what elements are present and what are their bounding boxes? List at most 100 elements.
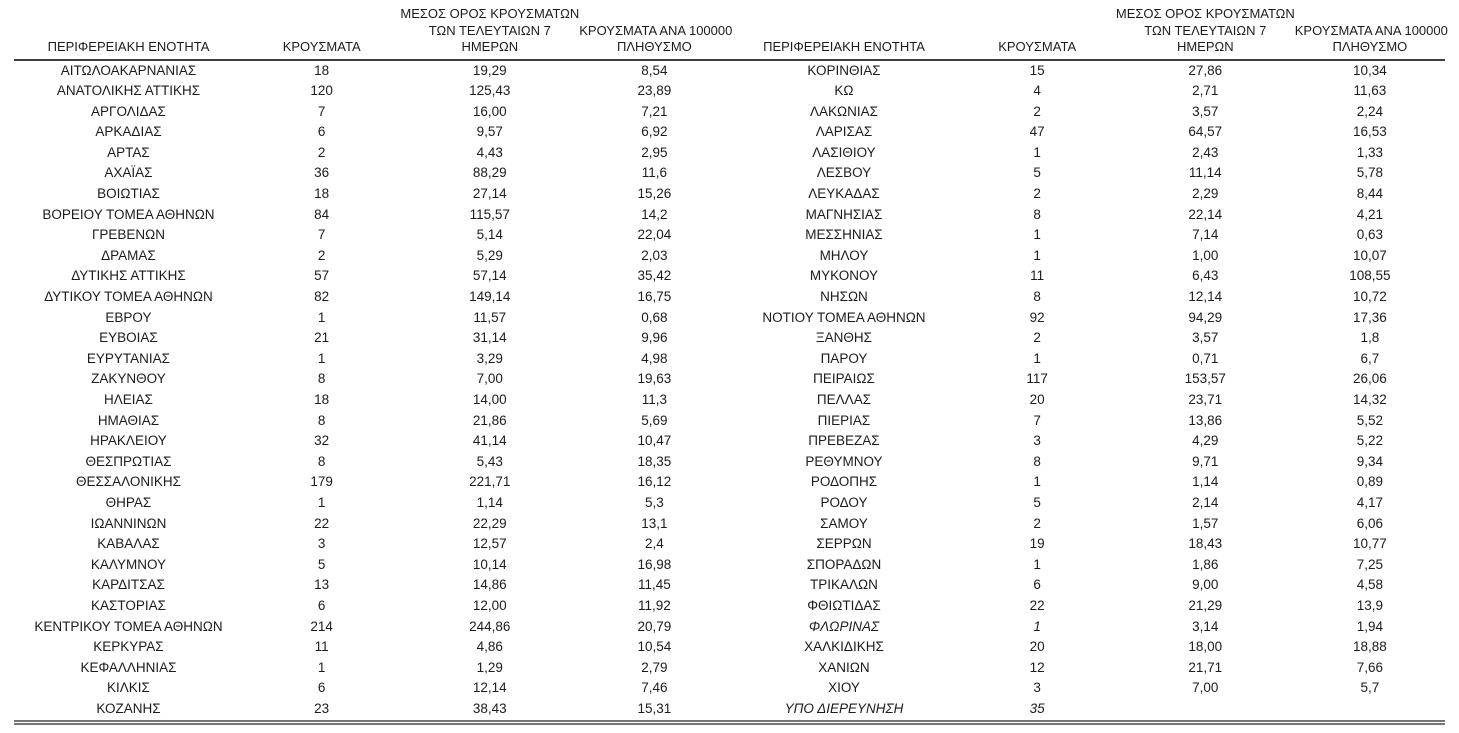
per100k-cell: 16,12 [637,474,672,490]
cases-cell: 35 [958,698,1116,725]
cases-cell: 8 [317,453,326,469]
region-cell: ΑΡΤΑΣ [107,144,150,160]
cases-cell: 3 [1033,680,1041,696]
per100k-cell: 16,98 [637,556,672,572]
table-row: ΝΟΤΙΟΥ ΤΟΜΕΑ ΑΘΗΝΩΝ 92 94,29 17,36 [730,308,1446,329]
column-header-per100k: ΚΡΟΥΣΜΑΤΑ ΑΝΑ 100000 ΠΛΗΘΥΣΜΟ [1294,6,1448,61]
table-row: ΑΡΚΑΔΙΑΣ 6 9,57 6,92 [14,122,730,143]
table-row: ΚΩ 4 2,71 11,63 [730,81,1446,102]
per100k-cell: 13,1 [641,515,668,531]
table-row: ΡΟΔΟΠΗΣ 1 1,14 0,89 [730,472,1446,493]
per100k-cell: 5,3 [644,494,664,510]
table-row: ΛΕΣΒΟΥ 5 11,14 5,78 [730,163,1446,184]
table-row: ΕΒΡΟΥ 1 11,57 0,68 [14,308,730,329]
region-cell: ΚΕΝΤΡΙΚΟΥ ΤΟΜΕΑ ΑΘΗΝΩΝ [34,618,223,634]
cases-cell: 20 [1029,639,1045,655]
table-row: ΖΑΚΥΝΘΟΥ 8 7,00 19,63 [14,369,730,390]
per100k-cell: 5,7 [1360,680,1380,696]
per100k-cell: 4,17 [1356,494,1383,510]
avg7-cell: 244,86 [469,618,511,634]
avg7-cell: 5,14 [476,227,503,243]
region-cell: ΚΙΛΚΙΣ [107,680,150,696]
column-header-per100k: ΚΡΟΥΣΜΑΤΑ ΑΝΑ 100000 ΠΛΗΘΥΣΜΟ [579,6,733,61]
region-cell: ΖΑΚΥΝΘΟΥ [91,371,166,387]
avg7-cell: 149,14 [469,289,511,305]
table-row: ΠΕΙΡΑΙΩΣ 117 153,57 26,06 [730,369,1446,390]
table-row: ΚΕΡΚΥΡΑΣ 11 4,86 10,54 [14,637,730,658]
cases-cell: 20 [1029,392,1045,407]
avg7-cell: 2,71 [1192,83,1219,99]
avg7-cell: 64,57 [1188,124,1223,140]
avg7-cell: 9,00 [1192,577,1219,593]
avg7-cell: 22,29 [472,515,507,531]
avg7-cell: 221,71 [469,474,511,490]
region-cell: ΕΥΒΟΙΑΣ [99,330,158,346]
region-cell: ΗΛΕΙΑΣ [104,392,153,407]
cases-cell: 36 [314,165,330,181]
table-row: ΛΑΡΙΣΑΣ 47 64,57 16,53 [730,122,1446,143]
cases-cell: 6 [317,680,326,696]
avg7-cell: 18,00 [1188,639,1223,655]
region-cell: ΒΟΙΩΤΙΑΣ [97,186,160,202]
table-row: ΣΕΡΡΩΝ 19 18,43 10,77 [730,534,1446,555]
per100k-cell: 10,07 [1352,247,1387,263]
cases-cell: 120 [310,83,333,99]
table-row: ΧΑΛΚΙΔΙΚΗΣ 20 18,00 18,88 [730,637,1446,658]
per100k-cell: 5,78 [1356,165,1383,181]
cases-table-right: ΠΕΡΙΦΕΡΕΙΑΚΗ ΕΝΟΤΗΤΑ ΚΡΟΥΣΜΑΤΑ ΜΕΣΟΣ ΟΡΟ… [729,6,1448,725]
cases-cell: 214 [310,618,333,634]
table-row: ΡΕΘΥΜΝΟΥ 8 9,71 9,34 [730,452,1446,473]
cases-cell: 4 [1033,83,1041,99]
region-cell: ΛΑΡΙΣΑΣ [815,124,873,140]
per100k-cell: 11,92 [637,597,671,613]
cases-cell: 1 [317,309,326,325]
table-row: ΜΥΚΟΝΟΥ 11 6,43 108,55 [730,266,1446,287]
cases-cell: 22 [1029,597,1045,613]
avg7-cell: 1,00 [1192,247,1219,263]
cases-cell: 7 [317,227,326,243]
region-cell: ΚΑΛΥΜΝΟΥ [90,556,167,572]
tables-container: ΠΕΡΙΦΕΡΕΙΑΚΗ ΕΝΟΤΗΤΑ ΚΡΟΥΣΜΑΤΑ ΜΕΣΟΣ ΟΡΟ… [14,6,1448,725]
per100k-cell: 4,21 [1356,206,1383,222]
avg7-cell: 3,57 [1192,330,1219,346]
column-header-cases: ΚΡΟΥΣΜΑΤΑ [958,6,1116,61]
per100k-cell: 6,06 [1356,515,1383,531]
per100k-cell: 11,6 [641,165,667,181]
cases-cell: 82 [314,289,330,305]
per100k-cell: 18,88 [1352,639,1387,655]
avg7-cell: 153,57 [1184,371,1226,387]
column-header-per100k-line1: ΚΡΟΥΣΜΑΤΑ ΑΝΑ 100000 [579,22,733,38]
table-row: ΠΑΡΟΥ 1 0,71 6,7 [730,349,1446,370]
per100k-cell: 15,26 [637,186,672,202]
region-cell: ΣΠΟΡΑΔΩΝ [806,556,882,572]
region-cell: ΑΡΓΟΛΙΔΑΣ [91,103,166,119]
cases-cell: 1 [317,350,326,366]
avg7-cell: 21,86 [472,412,507,428]
region-cell: ΘΕΣΠΡΩΤΙΑΣ [85,453,172,469]
per100k-cell: 2,79 [641,659,668,675]
region-cell: ΕΒΡΟΥ [105,309,152,325]
region-cell: ΡΟΔΟΠΗΣ [810,474,878,490]
avg7-cell: 21,29 [1188,597,1223,613]
table-row: ΚΑΛΥΜΝΟΥ 5 10,14 16,98 [14,555,730,576]
avg7-cell: 4,86 [476,639,503,655]
avg7-cell [1115,698,1295,725]
table-row: ΡΟΔΟΥ 5 2,14 4,17 [730,493,1446,514]
cases-cell: 18 [314,186,330,202]
table-row: ΜΗΛΟΥ 1 1,00 10,07 [730,246,1446,267]
avg7-cell: 31,14 [472,330,507,346]
table-row: ΘΗΡΑΣ 1 1,14 5,3 [14,493,730,514]
region-cell: ΛΕΣΒΟΥ [816,165,872,181]
table-row: ΠΕΛΛΑΣ 20 23,71 14,32 [730,390,1446,411]
avg7-cell: 7,00 [1192,680,1219,696]
region-cell: ΥΠΟ ΔΙΕΡΕΥΝΗΣΗ [729,698,959,725]
per100k-cell: 11,45 [637,577,671,593]
avg7-cell: 2,14 [1192,494,1219,510]
cases-cell: 5 [1033,165,1041,181]
region-cell: ΜΕΣΣΗΝΙΑΣ [805,227,883,243]
cases-cell: 12 [1029,659,1045,675]
per100k-cell: 16,53 [1352,124,1387,140]
table-body-right: ΚΟΡΙΝΘΙΑΣ 15 27,86 10,34 ΚΩ 4 2,71 11,63 ΛΑΚΩΝΙΑ… [729,60,1446,725]
table-row: ΓΡΕΒΕΝΩΝ 7 5,14 22,04 [14,225,730,246]
table-row: ΕΥΡΥΤΑΝΙΑΣ 1 3,29 4,98 [14,349,730,370]
